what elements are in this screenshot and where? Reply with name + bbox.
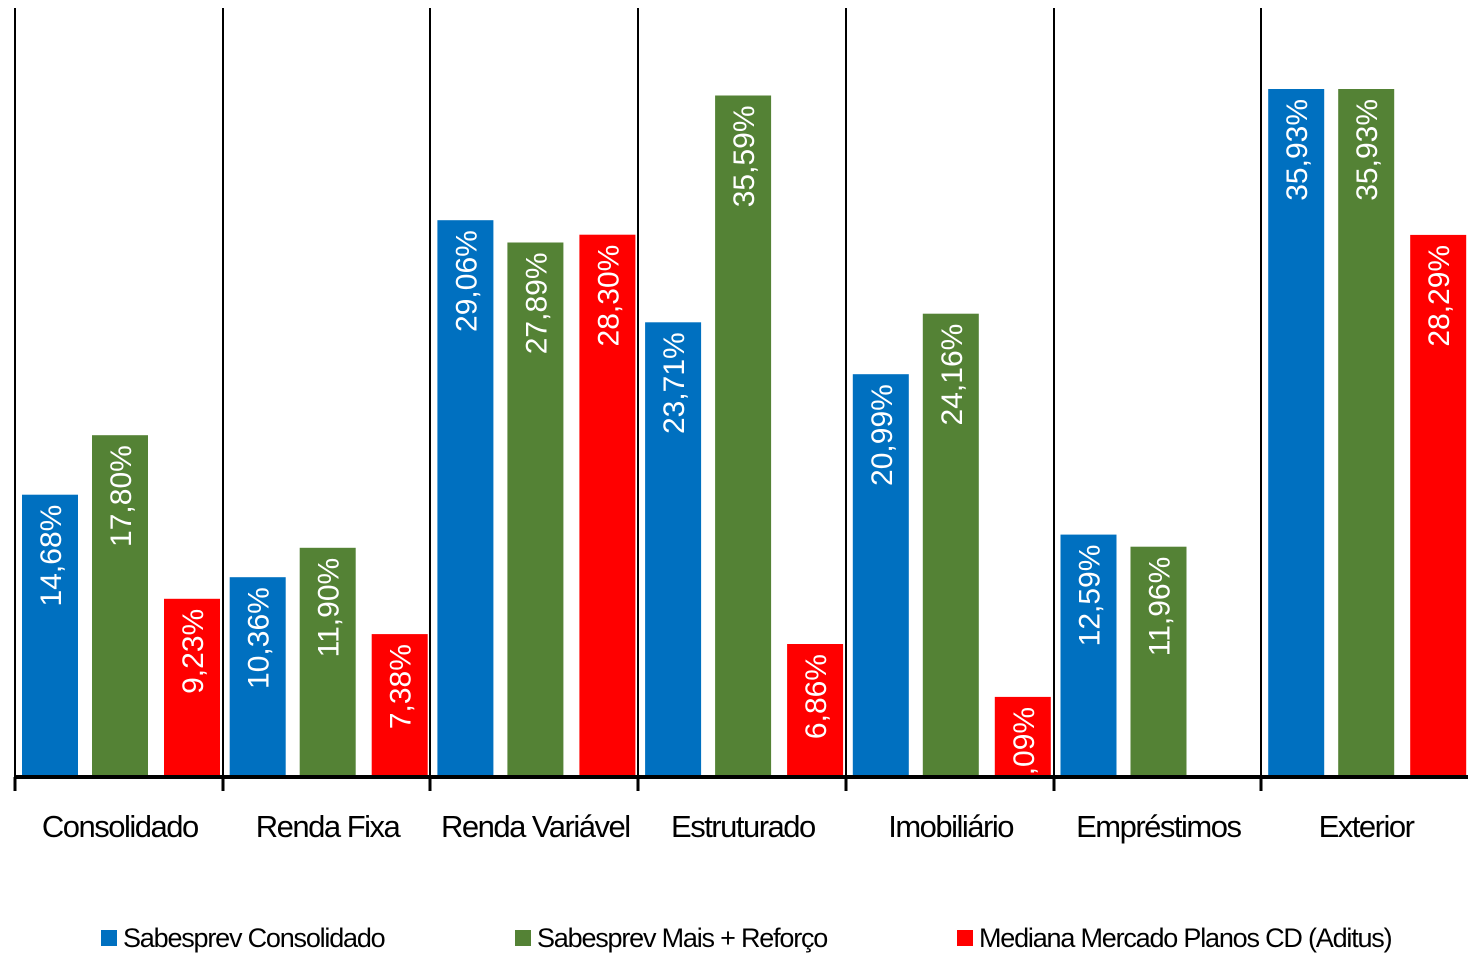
bar — [922, 313, 979, 775]
legend-swatch — [101, 930, 117, 946]
bar — [22, 494, 78, 775]
bar-data-label: 27,89% — [520, 253, 553, 355]
bar — [1338, 89, 1395, 775]
bars-group — [22, 89, 1467, 775]
bar — [229, 577, 286, 775]
legend-label: Sabesprev Consolidado — [123, 923, 385, 953]
category-label: Consolidado — [42, 809, 198, 844]
bar — [437, 220, 494, 775]
bar — [715, 95, 772, 775]
category-label: Exterior — [1319, 809, 1415, 844]
legend-swatch — [515, 930, 531, 946]
bar-labels-group: 14,68% 17,80% 9,23% 10,36% 11,90% 7,38% 29,06%… — [35, 99, 1456, 792]
bar — [787, 644, 844, 775]
bar-data-label: 11,90% — [313, 558, 346, 658]
bar — [645, 322, 702, 775]
bar — [164, 598, 220, 775]
bar-data-label: 28,30% — [592, 245, 625, 347]
bar-data-label: 17,80% — [105, 445, 138, 547]
category-label: Renda Fixa — [256, 809, 402, 844]
bar — [1410, 234, 1467, 775]
bar — [852, 374, 909, 775]
bar-data-label: 6,86% — [800, 654, 833, 739]
bar-data-label: 35,93% — [1351, 99, 1384, 201]
bar-data-label: 23,71% — [658, 332, 691, 434]
bar — [1060, 534, 1117, 775]
bar-data-label: 29,06% — [450, 230, 483, 332]
bar-data-label: 35,59% — [728, 106, 761, 208]
bar — [299, 547, 356, 775]
bar-data-label: 7,38% — [385, 644, 418, 729]
legend-label: Sabesprev Mais + Reforço — [537, 923, 827, 953]
bar-data-label: 14,68% — [35, 505, 68, 607]
legend-label: Mediana Mercado Planos CD (Aditus) — [979, 923, 1392, 953]
bar-data-label: 9,23% — [177, 609, 210, 694]
category-separators — [14, 8, 1262, 777]
bar — [1130, 546, 1187, 775]
legend: Sabesprev Consolidado Sabesprev Mais + Re… — [101, 923, 1393, 953]
bar-data-label: 11,96% — [1144, 557, 1177, 657]
bar-data-label: 10,36% — [243, 587, 276, 689]
bar-data-label: 20,99% — [866, 384, 899, 486]
category-label: Imobiliário — [888, 809, 1013, 844]
category-label: Empréstimos — [1076, 809, 1241, 844]
category-labels-group: Consolidado Renda Fixa Renda Variável Estru… — [42, 809, 1416, 844]
category-label: Estruturado — [671, 809, 815, 844]
bar-data-label: 24,16% — [936, 324, 969, 426]
bar — [994, 696, 1051, 775]
legend-swatch — [957, 930, 973, 946]
bar-data-label: 28,29% — [1423, 245, 1456, 347]
bar — [579, 234, 636, 775]
x-axis-ticks — [13, 777, 1263, 791]
bar — [92, 435, 148, 775]
bar-data-label: 4,09% — [1008, 707, 1041, 792]
category-label: Renda Variável — [441, 809, 630, 844]
bar-data-label: 35,93% — [1281, 99, 1314, 201]
bar — [371, 634, 428, 775]
bar-data-label: 12,59% — [1074, 545, 1107, 647]
bar — [1268, 89, 1325, 775]
bar — [507, 242, 564, 775]
